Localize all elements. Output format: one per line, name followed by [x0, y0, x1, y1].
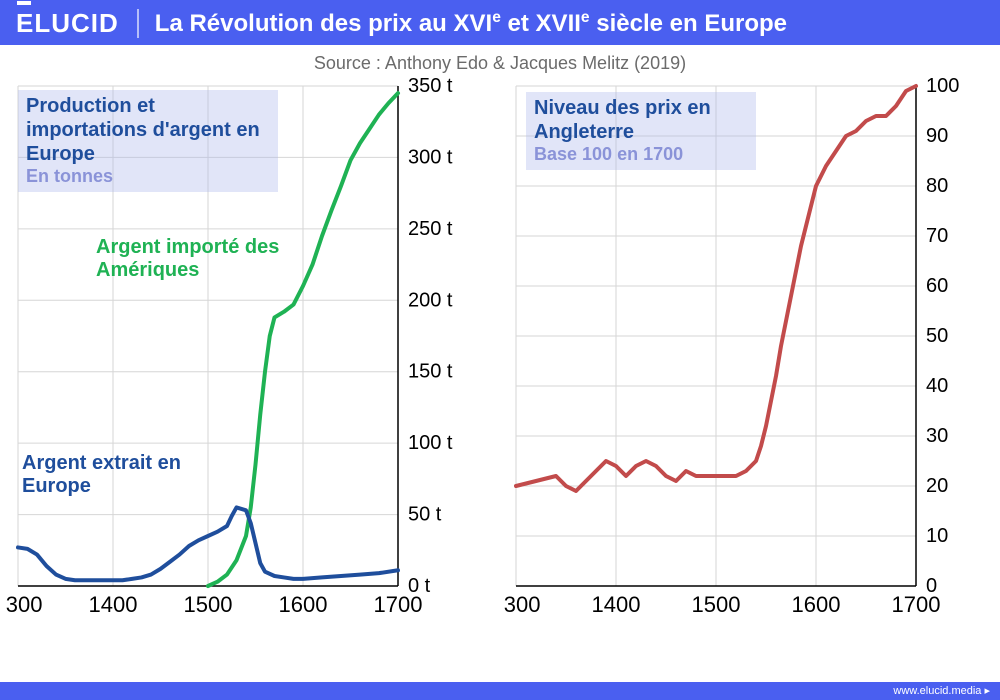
- svg-text:300 t: 300 t: [408, 146, 453, 168]
- svg-text:30: 30: [926, 425, 948, 447]
- svg-text:350 t: 350 t: [408, 76, 453, 97]
- svg-text:1400: 1400: [592, 592, 641, 617]
- svg-text:70: 70: [926, 225, 948, 247]
- series-americas-label: Argent importé des Amériques: [96, 236, 296, 282]
- chart-right-label-title: Niveau des prix en Angleterre: [534, 96, 748, 144]
- svg-text:50: 50: [926, 325, 948, 347]
- svg-text:10: 10: [926, 525, 948, 547]
- chart-left-label-unit: En tonnes: [26, 166, 270, 188]
- brand-logo: ELUCID: [14, 8, 119, 39]
- svg-text:150 t: 150 t: [408, 361, 453, 383]
- svg-text:1700: 1700: [892, 592, 941, 617]
- svg-text:60: 60: [926, 275, 948, 297]
- svg-text:90: 90: [926, 125, 948, 147]
- svg-text:1300: 1300: [504, 592, 540, 617]
- chart-right: 0102030405060708090100130014001500160017…: [504, 76, 994, 676]
- footer-url: www.elucid.media: [893, 685, 981, 697]
- svg-text:100 t: 100 t: [408, 432, 453, 454]
- charts-row: 0 t50 t100 t150 t200 t250 t300 t350 t130…: [0, 76, 1000, 682]
- svg-text:1300: 1300: [6, 592, 42, 617]
- svg-text:1500: 1500: [692, 592, 741, 617]
- svg-text:1600: 1600: [792, 592, 841, 617]
- chart-left-label: Production et importations d'argent en E…: [18, 90, 278, 192]
- source-line: Source : Anthony Edo & Jacques Melitz (2…: [0, 45, 1000, 76]
- svg-text:40: 40: [926, 375, 948, 397]
- svg-text:80: 80: [926, 175, 948, 197]
- svg-text:100: 100: [926, 76, 959, 97]
- svg-text:1600: 1600: [279, 592, 328, 617]
- svg-text:250 t: 250 t: [408, 218, 453, 240]
- header: ELUCID La Révolution des prix au XVIe et…: [0, 0, 1000, 45]
- chart-right-label: Niveau des prix en AngleterreBase 100 en…: [526, 92, 756, 170]
- footer: www.elucid.media ▸: [0, 682, 1000, 700]
- series-europe-label: Argent extrait en Europe: [22, 452, 192, 498]
- chart-left: 0 t50 t100 t150 t200 t250 t300 t350 t130…: [6, 76, 496, 676]
- chart-left-label-title: Production et importations d'argent en E…: [26, 94, 270, 166]
- infographic-root: ELUCID La Révolution des prix au XVIe et…: [0, 0, 1000, 700]
- svg-text:1700: 1700: [374, 592, 423, 617]
- svg-text:1500: 1500: [184, 592, 233, 617]
- title: La Révolution des prix au XVIe et XVIIe …: [137, 9, 787, 38]
- svg-text:20: 20: [926, 475, 948, 497]
- chart-right-label-unit: Base 100 en 1700: [534, 144, 748, 166]
- svg-text:50 t: 50 t: [408, 504, 442, 526]
- svg-text:200 t: 200 t: [408, 289, 453, 311]
- svg-text:1400: 1400: [89, 592, 138, 617]
